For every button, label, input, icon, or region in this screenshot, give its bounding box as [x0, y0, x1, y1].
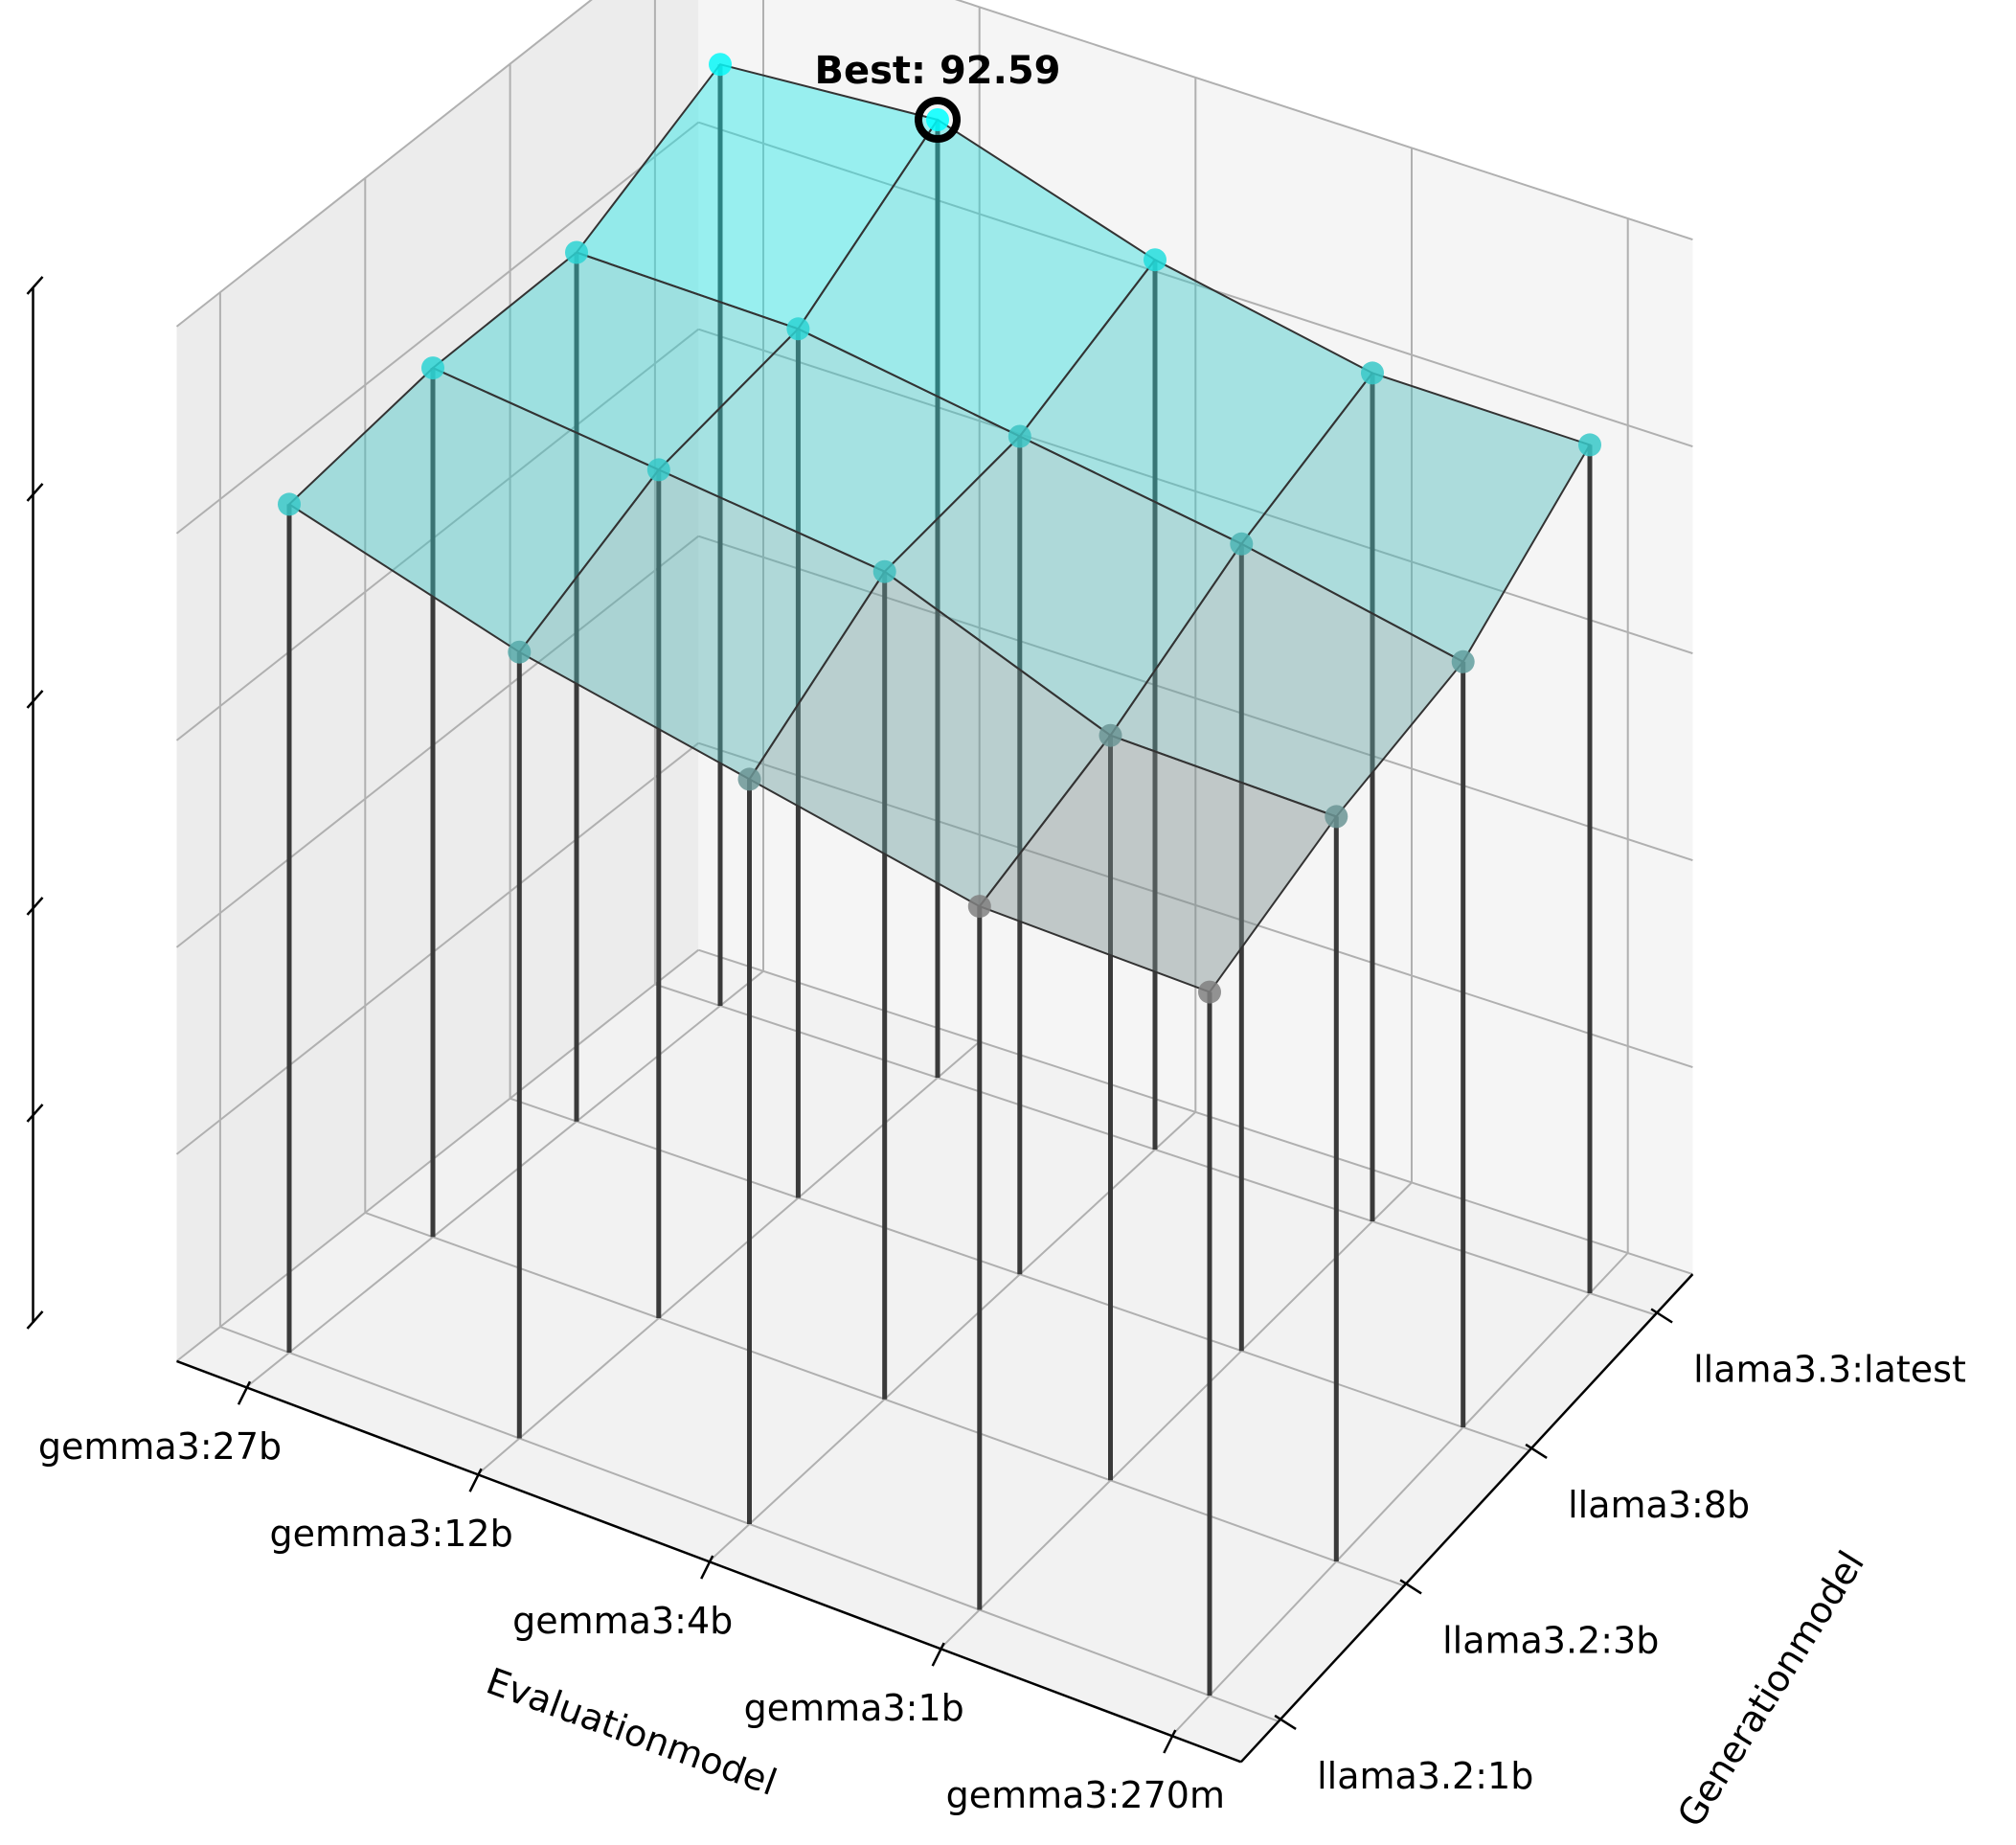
z-tick: [26, 897, 44, 916]
z-grid-side: [175, 121, 699, 535]
y-tick-label: llama3.2:1b: [1317, 1755, 1533, 1797]
best-marker: [915, 97, 961, 143]
data-point: [1144, 248, 1167, 272]
x-tick: [700, 1555, 714, 1580]
data-point: [1198, 980, 1221, 1004]
data-point: [1578, 433, 1601, 457]
x-tick-label: gemma3:270m: [946, 1774, 1225, 1816]
best-annotation: Best: 92.59: [815, 49, 1061, 143]
z-grid-side: [175, 948, 699, 1362]
x-tick: [1163, 1729, 1177, 1754]
x-tick-label: gemma3:12b: [269, 1513, 512, 1555]
x-grid-floor: [245, 970, 764, 1388]
y-tick-label: llama3.3:latest: [1693, 1349, 1966, 1391]
data-point: [278, 492, 301, 516]
x-tick-label: gemma3:4b: [512, 1600, 733, 1642]
y-tick: [1525, 1443, 1548, 1459]
z-grid-side: [175, 0, 593, 328]
y-tick: [1399, 1579, 1422, 1595]
surface-patches: [287, 63, 1592, 993]
data-point: [709, 53, 732, 77]
data-point: [967, 895, 991, 919]
x-tick-label: gemma3:1b: [744, 1687, 964, 1729]
x-tick-label: gemma3:27b: [38, 1425, 282, 1468]
z-grid-side: [175, 328, 699, 741]
z-tick: [26, 690, 44, 709]
x-grid-floor: [1170, 1252, 1629, 1737]
z-tick: [26, 1104, 44, 1123]
data-point: [1099, 723, 1122, 747]
y-axis-title: Generationmodel: [1669, 1543, 1872, 1834]
data-point: [1361, 361, 1384, 385]
x-tick: [468, 1468, 483, 1492]
data-point: [926, 108, 949, 131]
data-point: [1325, 805, 1348, 829]
x-grid-floor: [939, 1181, 1413, 1650]
data-point: [565, 240, 588, 264]
z-tick: [26, 276, 44, 295]
data-point: [508, 640, 532, 664]
z-grid-side: [175, 535, 699, 948]
y-tick-label: llama3:8b: [1568, 1484, 1750, 1526]
x-axis-title: Evaluationmodel: [481, 1660, 782, 1804]
y-tick: [1274, 1714, 1297, 1730]
z-tick: [26, 1310, 44, 1330]
x-tick: [237, 1380, 252, 1405]
x-grid-floor: [708, 1111, 1196, 1562]
z-tick: [26, 483, 44, 502]
data-point: [421, 356, 444, 380]
data-point: [1008, 424, 1031, 448]
data-point: [872, 559, 896, 583]
best-label: Best: 92.59: [815, 49, 1061, 93]
axis-lines: [26, 276, 1694, 1764]
data-points: [278, 53, 1601, 1004]
y-axis-line: [1239, 1273, 1694, 1764]
z-grid-side: [175, 741, 699, 1155]
data-point: [1451, 649, 1475, 673]
floor-pane: [176, 949, 1693, 1763]
y-tick: [1650, 1308, 1673, 1324]
x-grid-floor: [476, 1040, 981, 1475]
data-point: [737, 767, 761, 791]
data-point: [646, 458, 670, 482]
axis-panes: [176, 0, 1693, 1763]
stems: [286, 64, 1593, 1696]
data-point: [786, 317, 810, 341]
side-pane: [176, 0, 699, 1361]
data-point: [1230, 532, 1254, 556]
x-tick: [931, 1642, 945, 1667]
y-tick-label: llama3.2:3b: [1442, 1619, 1659, 1661]
